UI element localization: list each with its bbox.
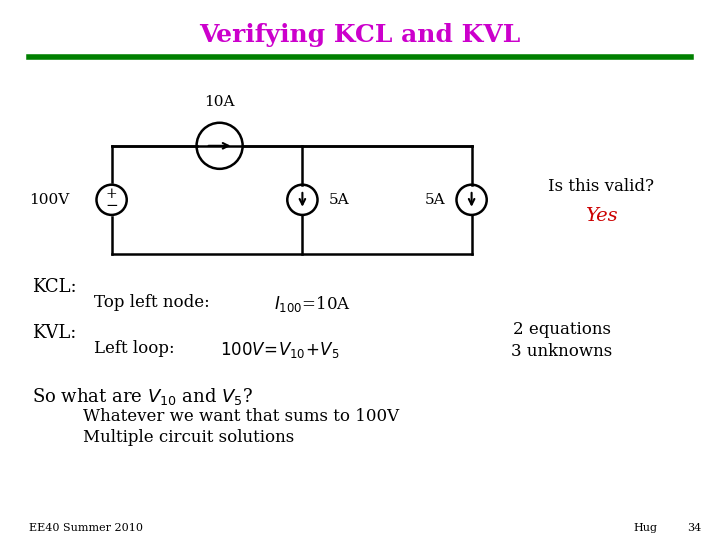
Text: 10A: 10A	[204, 95, 235, 109]
Text: $100V\!=\!V_{10}\!+\!V_5$: $100V\!=\!V_{10}\!+\!V_5$	[220, 340, 339, 360]
Text: Top left node:: Top left node:	[94, 294, 210, 311]
Text: EE40 Summer 2010: EE40 Summer 2010	[29, 523, 143, 533]
Text: KVL:: KVL:	[32, 324, 77, 342]
Text: Multiple circuit solutions: Multiple circuit solutions	[83, 429, 294, 446]
Text: −: −	[105, 199, 118, 213]
Text: +: +	[106, 187, 117, 201]
Text: So what are $V_{10}$ and $V_5$?: So what are $V_{10}$ and $V_5$?	[32, 386, 253, 407]
Text: Verifying KCL and KVL: Verifying KCL and KVL	[199, 23, 521, 47]
Text: 3 unknowns: 3 unknowns	[511, 343, 612, 360]
Text: $I_{100}$=10A: $I_{100}$=10A	[274, 294, 351, 314]
Text: Yes: Yes	[585, 207, 618, 225]
Text: 5A: 5A	[328, 193, 349, 207]
Text: Is this valid?: Is this valid?	[548, 178, 654, 195]
Text: 2 equations: 2 equations	[513, 321, 611, 338]
Text: 100V: 100V	[30, 193, 70, 207]
Text: Left loop:: Left loop:	[94, 340, 174, 357]
Text: Whatever we want that sums to 100V: Whatever we want that sums to 100V	[83, 408, 399, 424]
Text: Hug: Hug	[634, 523, 657, 533]
Text: 5A: 5A	[425, 193, 446, 207]
Text: 34: 34	[688, 523, 702, 533]
Text: KCL:: KCL:	[32, 278, 77, 296]
